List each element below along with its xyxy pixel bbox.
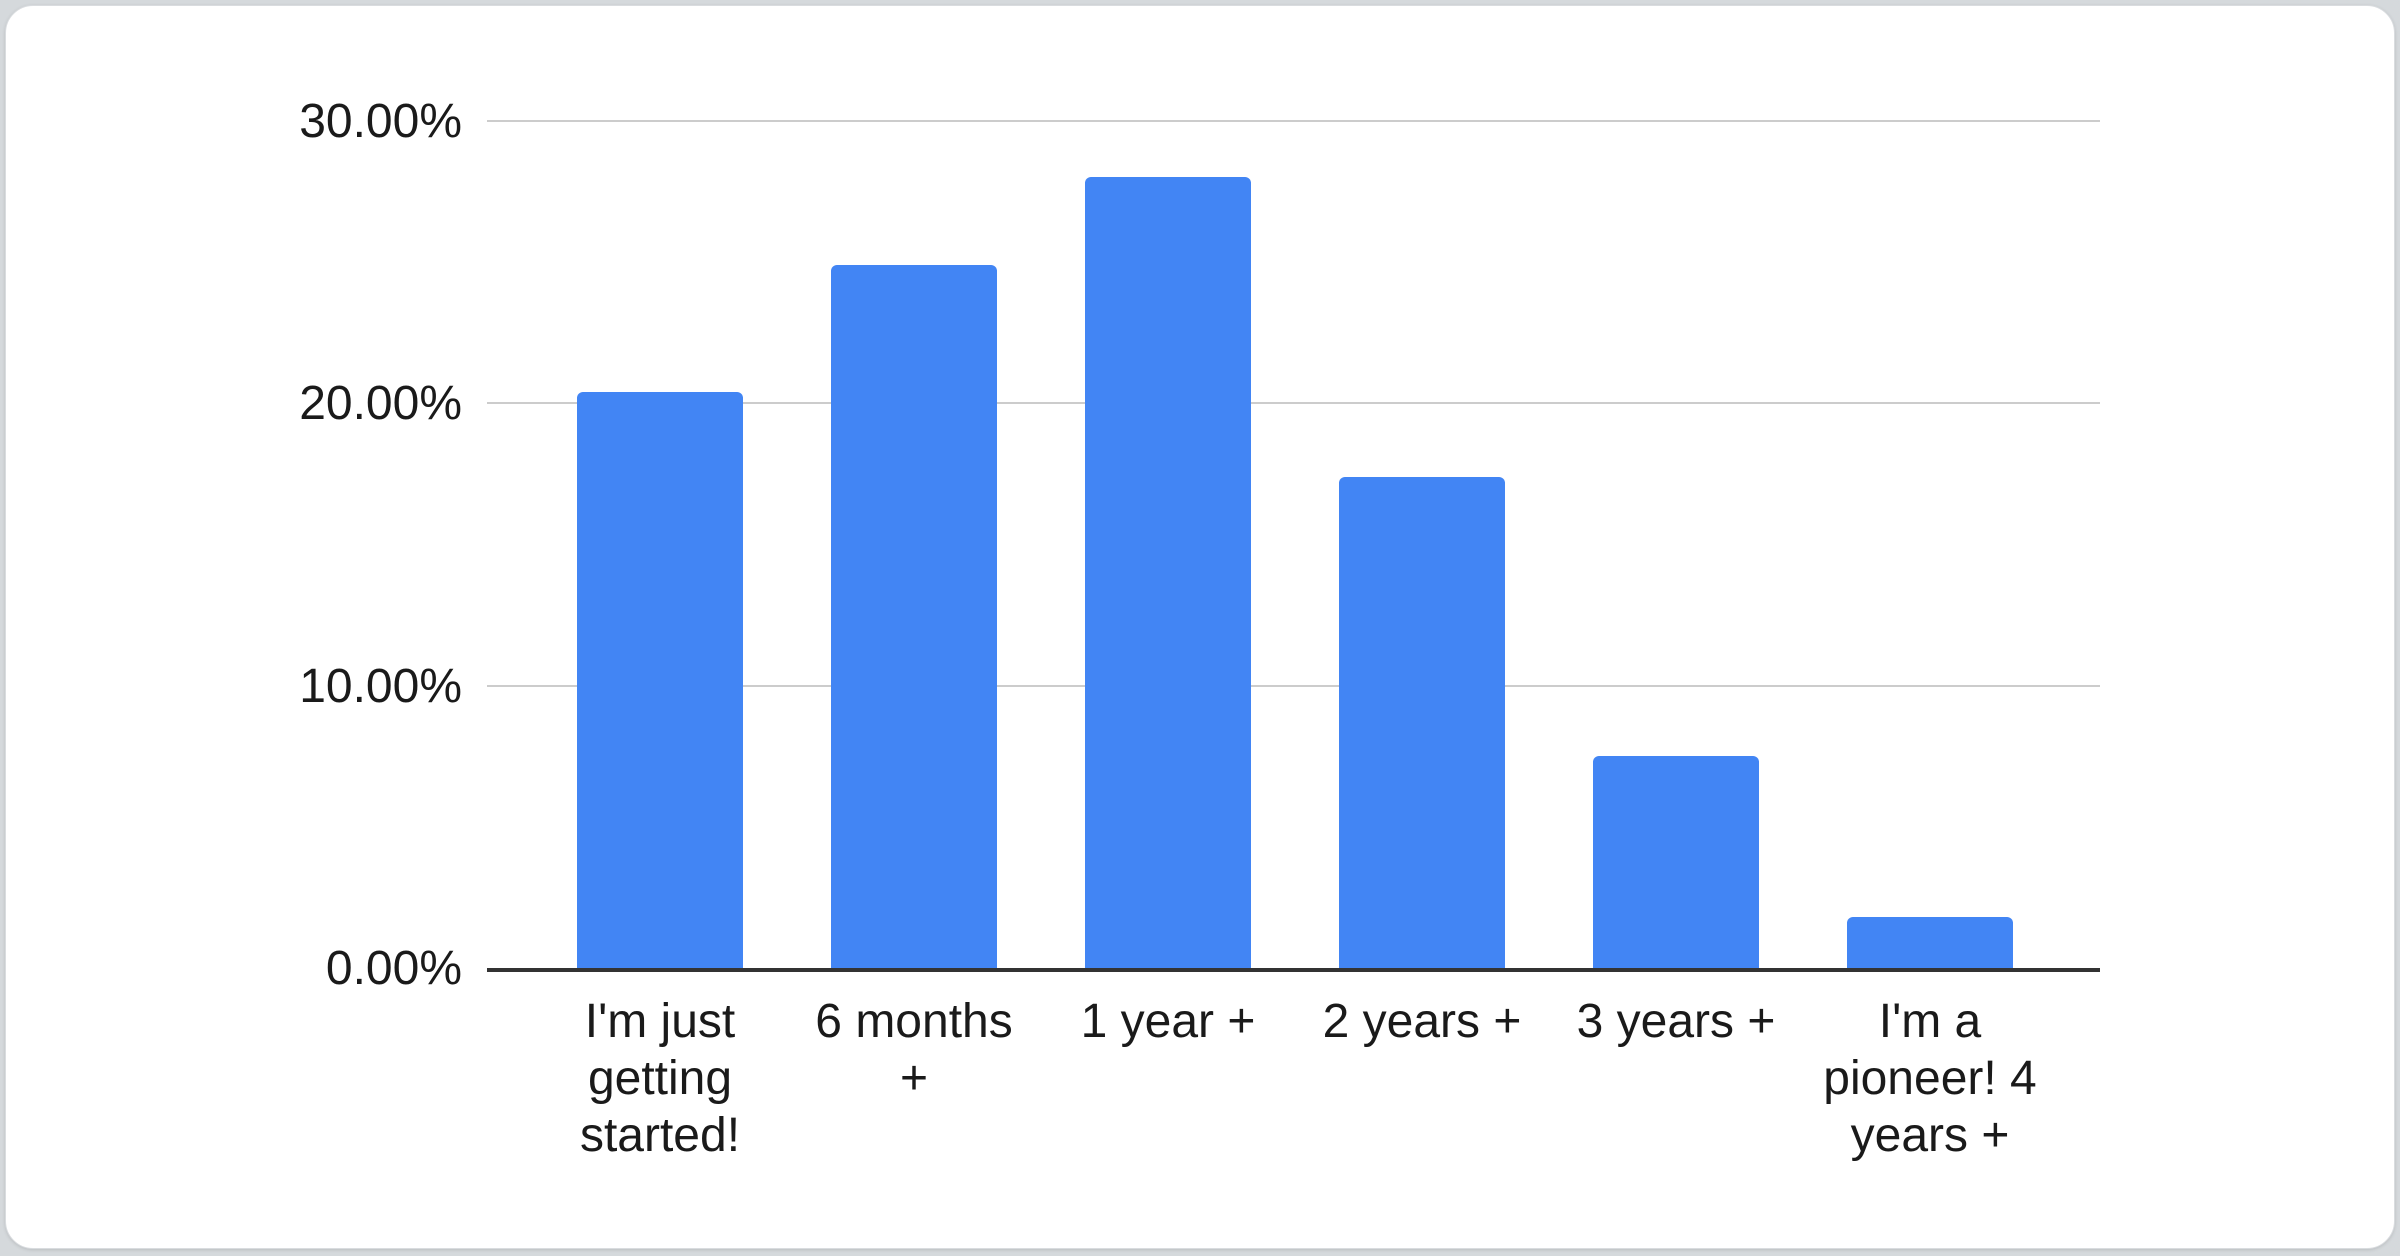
gridline-10 xyxy=(487,684,2100,687)
x-axis-label-5: 3 years + xyxy=(1576,995,1776,1048)
x-axis-label-4: 2 years + xyxy=(1322,995,1522,1048)
x-axis-label-6: I'm a pioneer! 4 years + xyxy=(1823,995,2037,1162)
gridline-20 xyxy=(487,402,2100,405)
y-axis-tick-label-20: 20.00% xyxy=(299,377,462,431)
x-axis-label-3: 1 year + xyxy=(1080,995,1256,1048)
bar-1[interactable] xyxy=(577,392,743,968)
x-axis-label-1: I'm just getting started! xyxy=(579,995,741,1162)
x-axis-baseline xyxy=(487,968,2100,972)
y-axis-tick-label-30: 30.00% xyxy=(299,95,462,148)
gridline-30 xyxy=(487,120,2100,122)
x-axis-label-2: 6 months + xyxy=(815,995,1013,1105)
bar-5[interactable] xyxy=(1593,756,1759,968)
bar-2[interactable] xyxy=(831,264,997,968)
bar-4[interactable] xyxy=(1339,476,1505,968)
bar-6[interactable] xyxy=(1847,917,2013,968)
bar-3[interactable] xyxy=(1085,177,1251,968)
y-axis-tick-label-10: 10.00% xyxy=(299,659,462,713)
y-axis-tick-label-0: 0.00% xyxy=(325,942,462,995)
